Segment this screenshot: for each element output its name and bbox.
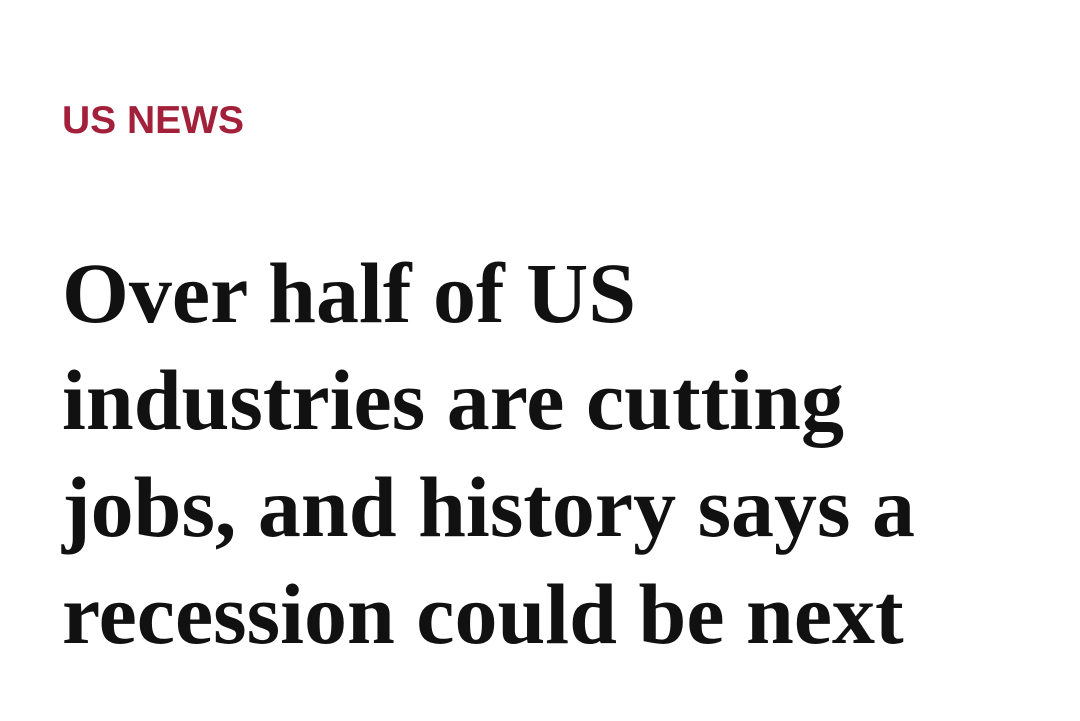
headline: Over half of US industries are cutting job… (61, 245, 915, 662)
headline-line: recession could be next (62, 566, 904, 662)
headline-line: industries are cutting (62, 352, 844, 448)
section-label[interactable]: US NEWS (62, 99, 244, 142)
headline-line: Over half of US (62, 245, 636, 341)
headline-line: jobs, and history says a (61, 459, 915, 555)
